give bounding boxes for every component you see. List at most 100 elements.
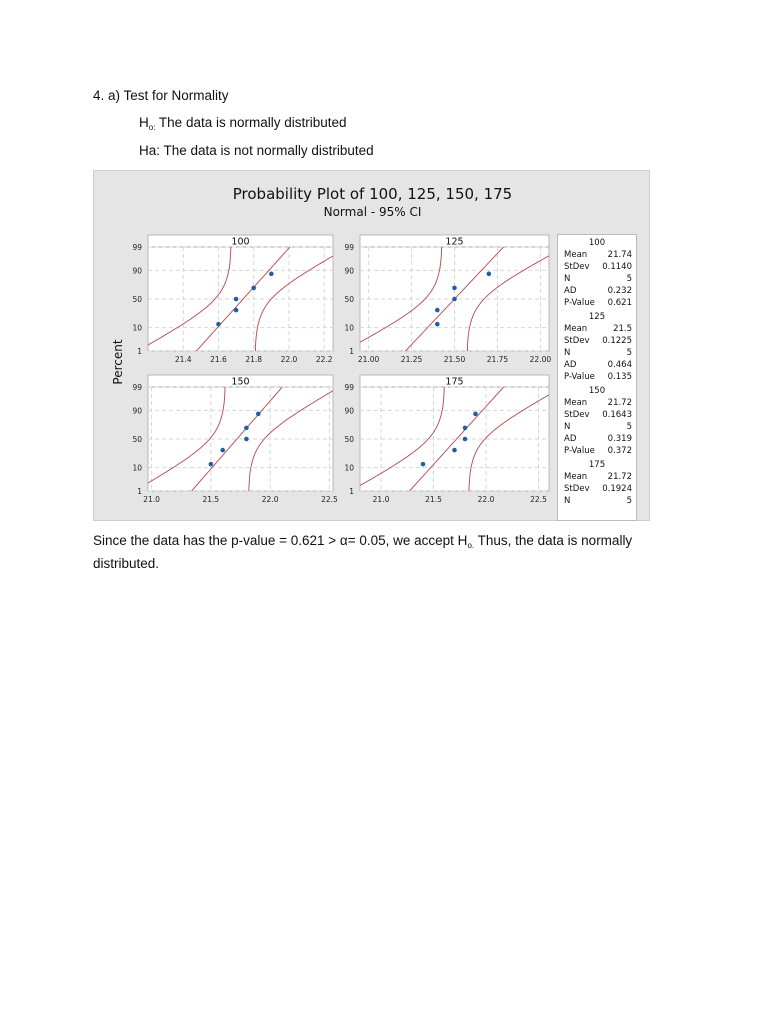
data-point <box>486 271 492 277</box>
x-tick-label: 21.5 <box>203 495 220 504</box>
legend-stat-label: P-Value <box>564 298 595 308</box>
legend-stat-label: StDev <box>564 262 590 272</box>
legend-stat-label: AD <box>564 360 577 370</box>
y-tick-label: 90 <box>132 266 142 275</box>
data-point <box>435 307 440 313</box>
y-tick-label: 1 <box>349 347 354 356</box>
fit-line <box>409 387 505 491</box>
legend-stat-row: StDev 0.1924 <box>558 483 636 495</box>
x-tick-label: 22.5 <box>321 495 338 504</box>
section-heading: 4. a) Test for Normality <box>93 88 229 103</box>
panel-150: 150 1 10 50 90 99 21.0 21.5 22.0 22.5 <box>132 374 338 504</box>
legend-stat-row: Mean 21.72 <box>558 397 636 409</box>
legend-stat-row: StDev 0.1140 <box>558 261 636 273</box>
legend-stat-row: StDev 0.1643 <box>558 409 636 421</box>
x-tick-label: 21.00 <box>358 355 380 364</box>
y-tick-label: 1 <box>349 487 354 496</box>
alt-hypothesis: Ha: The data is not normally distributed <box>139 143 374 158</box>
data-point <box>462 425 468 431</box>
x-tick-label: 21.0 <box>143 495 160 504</box>
ci-upper <box>360 247 443 343</box>
legend-stat-row: AD 0.232 <box>558 285 636 297</box>
legend-stat-label: P-Value <box>564 446 595 456</box>
y-tick-label: 10 <box>132 464 142 473</box>
legend-stat-row: P-Value 0.372 <box>558 445 636 457</box>
legend-stat-label: N <box>564 422 571 432</box>
x-tick-label: 22.00 <box>530 355 552 364</box>
y-tick-label: 90 <box>344 406 354 415</box>
legend-stat-row: Mean 21.72 <box>558 471 636 483</box>
x-tick-label: 21.4 <box>175 355 192 364</box>
ci-upper <box>148 387 226 484</box>
ci-lower <box>248 390 333 491</box>
legend-stat-label: StDev <box>564 484 590 494</box>
x-tick-label: 22.0 <box>281 355 298 364</box>
h0-subscript: o. <box>467 541 475 550</box>
legend-stat-label: AD <box>564 434 577 444</box>
legend-stat-label: Mean <box>564 398 588 408</box>
data-point <box>452 296 457 302</box>
fit-line <box>195 247 291 351</box>
y-tick-label: 99 <box>344 383 354 392</box>
y-tick-label: 99 <box>132 243 142 252</box>
legend-group-title: 100 <box>588 238 606 248</box>
legend-stat-row: AD 0.464 <box>558 359 636 371</box>
conclusion-text-end: Thus, the data is normally distributed. <box>93 533 633 571</box>
x-tick-label: 21.75 <box>487 355 509 364</box>
data-point <box>255 411 261 417</box>
data-point <box>244 436 249 442</box>
data-point <box>244 425 249 431</box>
legend-stat-label: AD <box>564 286 577 296</box>
y-tick-label: 50 <box>132 435 142 444</box>
null-hypothesis: Ho: The data is normally distributed <box>139 115 347 132</box>
fit-line <box>191 387 283 491</box>
plot-area: 100 1 10 50 90 99 21.4 21.6 21.8 22.0 22.2 125 1 10 50… <box>132 234 552 504</box>
legend-stat-label: StDev <box>564 410 590 420</box>
data-point <box>269 271 274 277</box>
legend-stat-value: 0.1643 <box>602 410 632 420</box>
legend-stat-value: 0.372 <box>607 446 632 456</box>
stats-legend: 100 Mean 21.74 StDev 0.1140 N 5 AD 0.232 P-Value 0… <box>557 234 637 521</box>
y-tick-label: 1 <box>137 487 142 496</box>
legend-group-title: 150 <box>588 386 606 396</box>
legend-stat-value: 21.74 <box>607 250 632 260</box>
x-tick-label: 21.0 <box>373 495 390 504</box>
data-point <box>420 461 426 467</box>
data-point <box>251 285 257 291</box>
x-tick-label: 21.5 <box>425 495 442 504</box>
x-tick-label: 22.0 <box>262 495 279 504</box>
y-tick-label: 50 <box>344 295 354 304</box>
legend-stat-row: Mean 21.74 <box>558 249 636 261</box>
data-point <box>473 411 478 417</box>
legend-stat-value: 21.72 <box>607 398 632 408</box>
panel-title: 175 <box>445 377 463 388</box>
data-point <box>435 321 440 327</box>
y-tick-label: 1 <box>137 347 142 356</box>
legend-stat-row: AD 0.319 <box>558 433 636 445</box>
data-point <box>233 307 239 313</box>
legend-stat-label: Mean <box>564 472 588 482</box>
legend-stat-value: 0.232 <box>607 286 632 296</box>
legend-stat-label: N <box>564 496 571 506</box>
x-tick-label: 21.6 <box>210 355 227 364</box>
panel-title: 100 <box>231 237 249 248</box>
y-tick-label: 90 <box>344 266 354 275</box>
chart-title: Probability Plot of 100, 125, 150, 175 <box>232 185 513 203</box>
legend-stat-label: Mean <box>564 250 588 260</box>
legend-stat-value: 5 <box>626 496 632 506</box>
legend-stat-label: P-Value <box>564 372 595 382</box>
ci-lower <box>254 255 333 351</box>
data-point <box>220 447 226 453</box>
legend-stat-label: N <box>564 274 571 284</box>
legend-stat-value: 5 <box>626 422 632 432</box>
panel-175: 175 1 10 50 90 99 21.0 21.5 22.0 22.5 <box>344 374 550 504</box>
ci-upper <box>360 387 445 487</box>
legend-stat-value: 0.135 <box>607 372 632 382</box>
ci-upper <box>148 247 232 346</box>
panel-title: 150 <box>231 377 249 388</box>
ci-lower <box>466 255 549 351</box>
legend-stat-value: 5 <box>626 274 632 284</box>
